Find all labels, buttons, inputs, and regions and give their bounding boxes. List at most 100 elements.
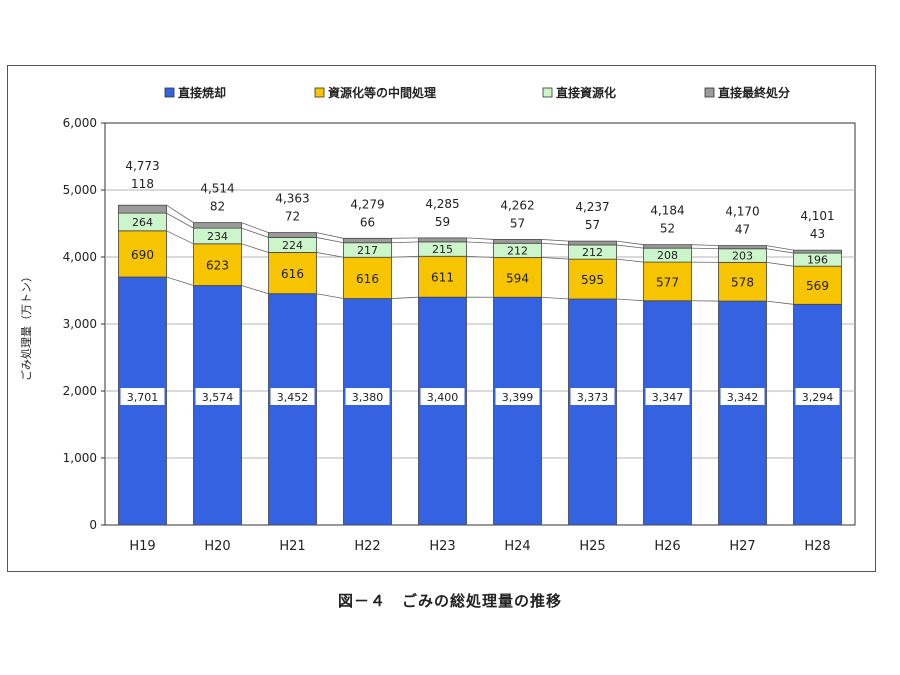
data-label: 43 [810,227,825,241]
data-label: 82 [210,200,225,214]
data-label: 595 [581,273,604,287]
connector-line [616,258,644,263]
connector-line [541,257,569,260]
connector-line [766,248,794,254]
y-tick-label: 3,000 [63,317,97,331]
connector-line [241,222,269,233]
connector-line [466,255,494,258]
x-tick-label: H25 [579,539,605,554]
connector-line [541,239,569,242]
stacked-bar-chart: 直接焼却 資源化等の中間処理 直接資源化 直接最終処分 0 1,000 2,000 3,00… [19,85,856,554]
data-label: 3,452 [277,391,309,404]
total-label: 4,279 [350,197,384,211]
connector-line [691,244,719,247]
data-label: 224 [282,239,303,252]
bar-segment [493,239,542,244]
bar-segment [718,300,767,526]
legend-label: 直接焼却 [178,85,226,100]
bar-segment [493,257,542,298]
connector-line [466,237,494,240]
bar-segment [343,256,392,299]
data-label: 47 [735,223,750,237]
total-label: 4,514 [200,182,234,196]
bar-segment [268,293,317,526]
connector-line [316,293,344,299]
data-label: 3,574 [202,391,234,404]
connector-line [241,285,269,295]
connector-line [316,252,344,258]
connector-line [466,241,494,244]
bar-segment [718,261,767,302]
data-label-bg [645,388,690,405]
data-label: 3,373 [577,391,609,404]
total-label: 4,262 [500,198,534,212]
bar-segment [643,300,692,526]
bar-segment [568,298,617,526]
data-label: 3,380 [352,391,384,404]
y-tick-label: 4,000 [63,250,97,264]
data-label-bg [120,388,165,405]
data-label: 616 [281,267,304,281]
data-label: 578 [731,276,754,290]
y-tick-label: 1,000 [63,451,97,465]
data-label: 3,701 [127,391,159,404]
connector-line [616,298,644,302]
bar-segment [793,249,842,254]
total-label: 4,170 [725,205,759,219]
connector-line [541,296,569,300]
data-label: 212 [582,246,603,259]
connector-line [766,245,794,251]
x-tick-label: H19 [129,539,155,554]
x-tick-label: H26 [654,539,680,554]
data-label: 208 [657,249,678,262]
bar-segment [418,296,467,526]
y-tick-label: 5,000 [63,183,97,197]
x-tick-label: H23 [429,539,455,554]
connector-line [391,255,419,258]
bar-segment [793,303,842,526]
legend-swatch [164,87,175,98]
bar-segment [343,298,392,526]
data-label: 577 [656,275,679,289]
bar-segment [643,261,692,302]
bar-segment [118,204,167,214]
connector-line [616,240,644,246]
x-tick-label: H28 [804,539,830,554]
total-label: 4,237 [575,200,609,214]
x-tick-label: H24 [504,539,530,554]
figure-caption: 図－４ ごみの総処理量の推移 [337,592,562,610]
data-label-bg [570,388,615,405]
bar-segment [418,255,467,298]
total-label: 4,101 [800,209,834,223]
total-label: 4,285 [425,197,459,211]
data-label: 196 [807,254,828,267]
legend-label: 資源化等の中間処理 [328,85,436,100]
legend-label: 直接最終処分 [718,85,790,100]
legend: 直接焼却 資源化等の中間処理 直接資源化 直接最終処分 [164,85,790,100]
data-label: 52 [660,222,675,236]
y-tick-label: 2,000 [63,384,97,398]
data-label: 3,342 [727,391,759,404]
connector-line [166,212,194,229]
data-label-bg [420,388,465,405]
connector-line [166,276,194,286]
data-label: 616 [356,272,379,286]
y-tick-label: 6,000 [63,116,97,130]
connector-line [616,244,644,249]
data-label: 66 [360,215,375,229]
connector-line [691,247,719,250]
x-tick-label: H22 [354,539,380,554]
plot-area: 0 1,000 2,000 3,000 4,000 5,000 6,000 3,701 690 2… [63,116,856,554]
data-label-bg [195,388,240,405]
data-label: 234 [207,230,228,243]
data-label: 3,399 [502,391,534,404]
bar-segment [418,237,467,243]
bar-segment [268,252,317,295]
connector-line [241,243,269,253]
total-label: 4,773 [125,159,159,173]
data-label: 264 [132,216,153,229]
bar-segment [193,285,242,526]
data-label: 623 [206,259,229,273]
connector-line [766,300,794,305]
data-label: 57 [585,218,600,232]
